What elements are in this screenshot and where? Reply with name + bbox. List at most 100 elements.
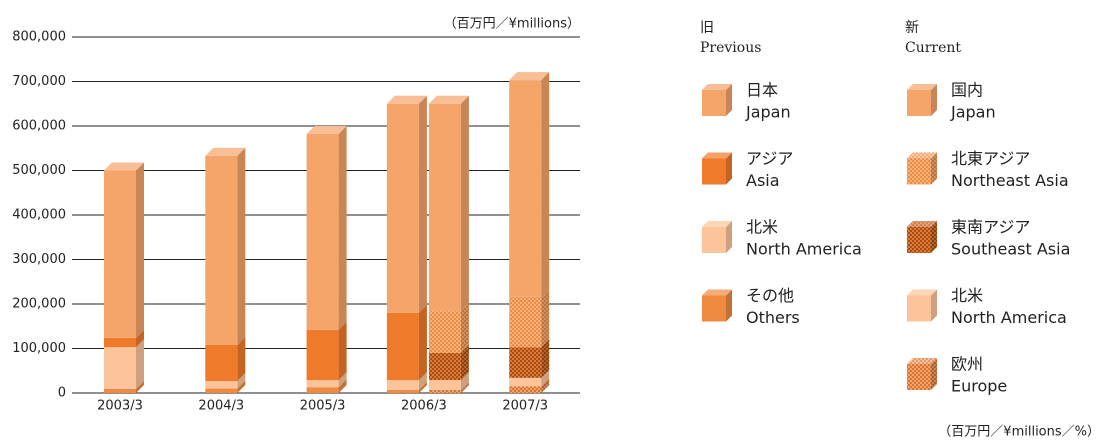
bar-segment: [205, 155, 238, 345]
legend-swatch-side-shade: [931, 152, 937, 185]
legend-swatch-side-shade: [931, 221, 937, 253]
bar-side: [338, 372, 347, 388]
bar-side-shade: [541, 72, 550, 297]
bar-top: [306, 126, 347, 135]
bar-segment: [509, 347, 542, 378]
bar-top: [509, 72, 550, 81]
legend-swatch-side-shade: [931, 358, 937, 390]
bar-top: [104, 162, 144, 171]
bar-side-shade: [237, 147, 246, 345]
legend-label: 東南アジア: [951, 218, 1030, 237]
bar-top-light: [509, 72, 550, 81]
bar-side: [460, 372, 469, 390]
bar-side: [338, 126, 347, 330]
bar-side-shade: [136, 339, 144, 389]
bar-side: [460, 381, 469, 393]
legend-label-en: Others: [746, 308, 800, 327]
bar-segment: [509, 377, 542, 387]
bar-side: [338, 379, 347, 393]
bar-segment: [386, 312, 419, 381]
bar-side: [237, 372, 246, 389]
legend-label-en: Asia: [746, 171, 780, 190]
bar-side-shade: [237, 380, 246, 393]
legend-label-en: Japan: [745, 103, 791, 122]
bar-top: [205, 147, 246, 156]
bar-segment: [428, 311, 461, 353]
bar-top-light: [205, 147, 246, 156]
bar-side: [237, 147, 246, 345]
legend-swatch-side: [726, 84, 732, 116]
legend-swatch-side-shade: [726, 152, 732, 185]
y-tick-label: 400,000: [12, 208, 66, 223]
bar-segment: [306, 387, 339, 393]
legend-title: 旧: [700, 20, 714, 36]
legend-swatch: [907, 295, 931, 322]
legend-swatch-top: [702, 289, 732, 296]
legend-label-en: Southeast Asia: [951, 240, 1070, 259]
legend-label-en: North America: [951, 308, 1067, 327]
legend-swatch-side: [931, 84, 937, 116]
bar-side: [338, 321, 347, 381]
bar-segment: [205, 380, 238, 389]
bar-side: [237, 380, 246, 393]
bar-side-shade: [136, 162, 144, 338]
y-tick-label: 600,000: [12, 119, 66, 134]
legend-swatch-side: [931, 221, 937, 253]
bar-segment: [205, 344, 238, 381]
bar-side: [460, 303, 469, 353]
bar-side: [136, 380, 144, 393]
bar-segment: [386, 380, 419, 390]
bar-side: [460, 95, 469, 312]
bar-side-shade: [136, 329, 144, 348]
bar-side-shade: [418, 95, 427, 313]
legend-swatch-side-shade: [931, 289, 937, 322]
legend-title-en: Previous: [700, 40, 761, 56]
x-tick-label: 2004/3: [198, 399, 244, 414]
bar-segment: [104, 388, 136, 393]
legend-swatch-side: [726, 289, 732, 322]
bar-segment: [509, 386, 542, 393]
y-tick-label: 300,000: [12, 252, 66, 267]
legend-swatch-top-light: [907, 289, 937, 296]
bar-segment: [306, 134, 339, 330]
legend-label: 日本: [746, 81, 778, 100]
legend-swatch-top-light: [907, 84, 937, 90]
legend-swatch-top-light: [907, 152, 937, 159]
bar-segment: [104, 347, 136, 389]
legend-label: 北米: [746, 218, 778, 237]
bar-top: [386, 95, 427, 104]
bar-segment: [386, 389, 419, 393]
bar-top-light: [428, 95, 469, 104]
bar-side: [541, 288, 550, 348]
bar-segment: [509, 296, 542, 348]
bar-side-shade: [338, 126, 347, 330]
bar-side-shade: [136, 380, 144, 393]
bar-side: [541, 72, 550, 297]
legend-label-en: Europe: [951, 377, 1007, 396]
bar-top-light: [386, 95, 427, 104]
bar-side: [541, 339, 550, 378]
legend-swatch-top: [907, 358, 937, 364]
bar-side-shade: [541, 288, 550, 348]
bar-segment: [428, 103, 461, 312]
bar-top-light: [306, 126, 347, 135]
legend-swatch-side-shade: [726, 289, 732, 322]
legend-label: その他: [746, 286, 794, 305]
bar-segment: [386, 103, 419, 313]
y-tick-label: 500,000: [12, 163, 66, 178]
bar-side-shade: [237, 372, 246, 389]
legend-swatch-top-light: [907, 358, 937, 364]
legend-swatch-side: [931, 289, 937, 322]
legend-swatch-top: [702, 84, 732, 90]
y-tick-label: 200,000: [12, 297, 66, 312]
legend-swatch-top-light: [907, 221, 937, 227]
x-tick-label: 2006/3: [401, 399, 447, 414]
legend-title-en: Current: [905, 40, 961, 56]
bar-side: [136, 339, 144, 389]
legend-label-en: North America: [746, 240, 862, 259]
bar-segment: [428, 380, 461, 390]
legend-swatch-side-shade: [726, 221, 732, 253]
legend-swatch-top: [907, 221, 937, 227]
x-tick-label: 2005/3: [300, 399, 346, 414]
